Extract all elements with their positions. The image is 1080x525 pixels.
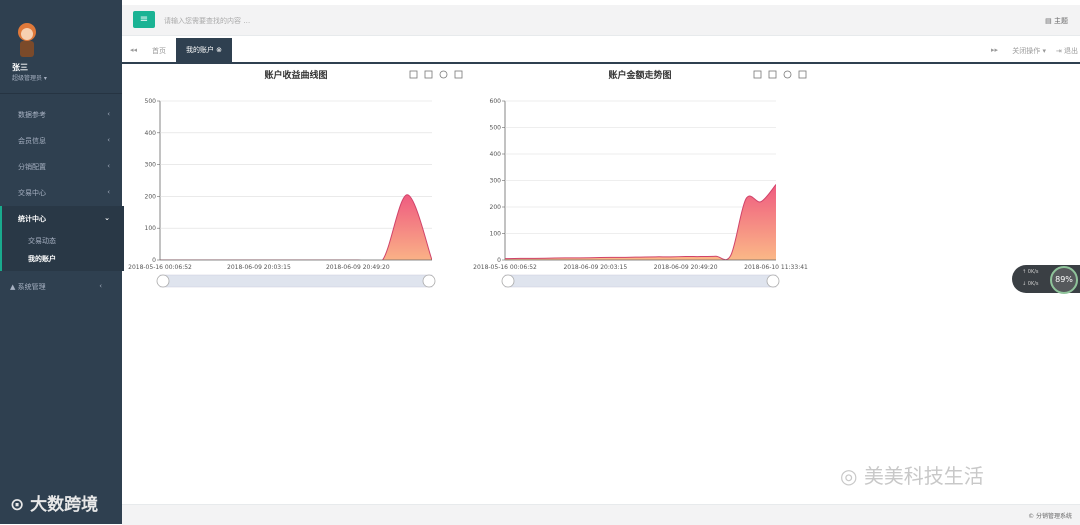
logout[interactable]: ⇥ 退出 <box>1055 47 1078 55</box>
tab-bar: ◂◂ 首页 我的账户 ⊗ ▸▸ 关闭操作 ▾ ⇥ 退出 <box>122 38 1080 64</box>
submenu-item[interactable]: 交易动态 <box>28 237 56 245</box>
x-tick-label: 2018-05-16 00:06:52 <box>128 264 192 271</box>
toolbox-icon <box>798 70 807 79</box>
line <box>505 184 776 260</box>
line <box>160 194 432 260</box>
tab[interactable]: 首页 <box>152 47 166 55</box>
y-tick-label: 300 <box>490 178 502 185</box>
area <box>505 184 776 260</box>
y-tick-label: 500 <box>145 98 157 105</box>
footer: © 分销管理系统 <box>122 504 1080 525</box>
chart-title: 账户收益曲线图 <box>264 69 327 81</box>
tab-prev[interactable]: ◂◂ <box>130 46 138 54</box>
speed-monitor: ↑ 0K/s ↓ 0K/s 89% <box>1012 265 1080 294</box>
theme-button[interactable]: ▤ 主题 <box>1045 17 1068 25</box>
watermark: ◎ 美美科技生活 <box>840 464 984 488</box>
upload-text: 0K/s <box>1027 269 1039 275</box>
zoom-handle <box>766 274 780 288</box>
tab-active[interactable]: 我的账户 ⊗ <box>176 38 232 62</box>
sidebar: 张三 超级管理员 ▾ 数据参考 ‹ 会员信息 ‹ 分销配置 ‹ 交易中心 ‹ 统计中心 ⌄… <box>0 0 124 524</box>
menu-label: 交易中心 <box>18 189 46 197</box>
active-group <box>0 206 124 271</box>
user-name: 张三 <box>12 63 28 72</box>
menu-item[interactable]: 统计中心 ⌄ <box>18 214 110 223</box>
avatar <box>18 23 36 57</box>
percent: 89% <box>1050 266 1078 294</box>
menu-item[interactable]: ▲ 系统管理 ‹ <box>10 282 102 291</box>
y-tick-label: 0 <box>497 257 501 264</box>
y-tick-label: 300 <box>145 162 157 169</box>
area <box>160 194 432 260</box>
x-tick-label: 2018-06-09 20:03:15 <box>563 264 627 271</box>
x-tick-label: 2018-06-09 20:49:20 <box>326 264 390 271</box>
y-tick-label: 100 <box>145 225 157 232</box>
y-tick-label: 200 <box>145 193 157 200</box>
x-tick-label: 2018-06-09 20:03:15 <box>227 264 291 271</box>
watermark: ⊙ 大数跨境 <box>10 495 99 515</box>
toolbox-icon <box>424 70 433 79</box>
y-tick-label: 400 <box>490 151 502 158</box>
x-tick-label: 2018-06-10 11:33:41 <box>744 264 808 271</box>
y-tick-label: 200 <box>490 204 502 211</box>
menu-item[interactable]: 分销配置 ‹ <box>18 162 110 171</box>
menu-label: 分销配置 <box>18 163 46 171</box>
divider <box>0 93 122 94</box>
zoom-handle <box>156 274 170 288</box>
x-tick-label: 2018-05-16 00:06:52 <box>473 264 537 271</box>
logout-label: 退出 <box>1064 47 1078 55</box>
watermark-text: 大数跨境 <box>30 495 99 515</box>
toolbox-icon <box>753 70 762 79</box>
tab-label: 我的账户 <box>185 46 214 54</box>
download-speed: ↓ 0K/s <box>1022 281 1039 287</box>
footer-text: © 分销管理系统 <box>1028 513 1072 520</box>
y-tick-label: 100 <box>490 231 502 238</box>
upload-speed: ↑ 0K/s <box>1022 269 1039 275</box>
zoom-handle <box>422 274 436 288</box>
topbar: ≡ 请输入您需要查找的内容 … ▤ 主题 <box>122 5 1080 36</box>
menu-label: 会员信息 <box>18 137 46 145</box>
x-tick-label: 2018-06-09 20:49:20 <box>654 264 718 271</box>
submenu-item[interactable]: 我的账户 <box>28 255 56 263</box>
tab-next[interactable]: ▸▸ <box>990 46 998 54</box>
chart-title: 账户金额走势图 <box>608 69 671 81</box>
watermark-text: 美美科技生活 <box>863 464 984 488</box>
toolbox-icon <box>409 70 418 79</box>
search-input[interactable]: 请输入您需要查找的内容 … <box>164 17 251 25</box>
zoom-slider <box>159 274 433 288</box>
user-role[interactable]: 超级管理员 ▾ <box>12 75 47 82</box>
toolbox-icon <box>454 70 463 79</box>
y-tick-label: 600 <box>490 98 502 105</box>
charts: 账户收益曲线图 0 100 200 300 400 500 2018-05-16 00:06:… <box>128 69 808 288</box>
menu-toggle[interactable]: ≡ <box>133 11 155 28</box>
menu-label: 统计中心 <box>18 215 46 223</box>
menu-label: 系统管理 <box>17 283 46 291</box>
y-tick-label: 0 <box>152 257 156 264</box>
y-tick-label: 400 <box>145 130 157 137</box>
close-menu[interactable]: 关闭操作 ▾ <box>1012 47 1046 55</box>
menu-item[interactable]: 会员信息 ‹ <box>18 136 110 145</box>
theme-label: 主题 <box>1054 17 1068 25</box>
toolbox-icon <box>439 70 448 79</box>
menu-label: 数据参考 <box>18 111 46 119</box>
menu-item[interactable]: 交易中心 ‹ <box>18 188 110 197</box>
toolbox-icon <box>768 70 777 79</box>
zoom-handle <box>501 274 515 288</box>
toolbox-icon <box>783 70 792 79</box>
y-tick-label: 500 <box>490 125 502 132</box>
download-text: 0K/s <box>1027 281 1039 287</box>
zoom-slider <box>504 274 777 288</box>
menu-item[interactable]: 数据参考 ‹ <box>18 110 110 119</box>
